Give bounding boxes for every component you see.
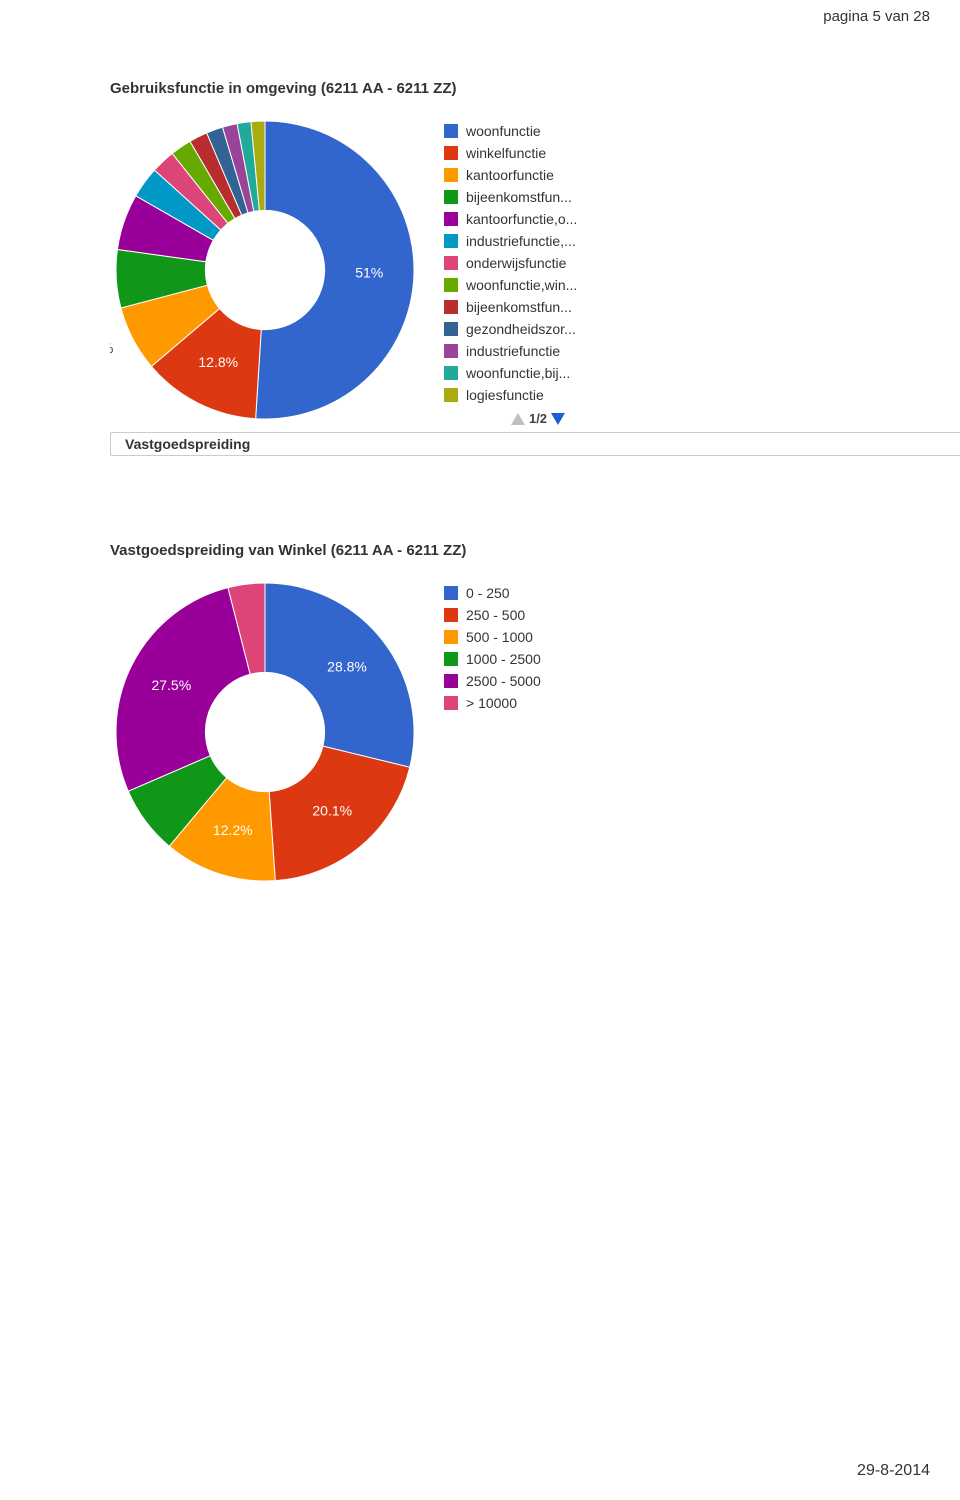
chart1-title: Gebruiksfunctie in omgeving (6211 AA - 6… [110, 80, 930, 97]
section-divider: Vastgoedspreiding 1/2 [110, 432, 960, 456]
legend-item: 2500 - 5000 [444, 673, 541, 689]
nav-next-icon[interactable] [551, 413, 565, 425]
page-header: pagina 5 van 28 [823, 8, 930, 25]
donut-slice-label: 51% [355, 264, 383, 280]
legend-item: kantoorfunctie,o... [444, 211, 577, 227]
donut-slice-label: 27.5% [151, 677, 191, 693]
legend-swatch [444, 322, 458, 336]
legend-label: industriefunctie,... [466, 233, 576, 249]
page-footer-date: 29-8-2014 [857, 1462, 930, 1480]
legend-label: 250 - 500 [466, 607, 525, 623]
legend-swatch [444, 300, 458, 314]
legend-label: 2500 - 5000 [466, 673, 541, 689]
legend-swatch [444, 146, 458, 160]
legend-item: 250 - 500 [444, 607, 541, 623]
legend-swatch [444, 696, 458, 710]
legend-swatch [444, 674, 458, 688]
donut-slice-label: 12.8% [198, 354, 238, 370]
legend-swatch [444, 278, 458, 292]
section-divider-label: Vastgoedspreiding [125, 436, 250, 452]
legend-item: 500 - 1000 [444, 629, 541, 645]
legend-label: > 10000 [466, 695, 517, 711]
legend-label: gezondheidszor... [466, 321, 576, 337]
legend-swatch [444, 124, 458, 138]
chart2-section: Vastgoedspreiding van Winkel (6211 AA - … [110, 542, 930, 892]
legend-swatch [444, 344, 458, 358]
legend-label: winkelfunctie [466, 145, 546, 161]
legend-item: > 10000 [444, 695, 541, 711]
donut-slice-label: 7.1% [110, 340, 113, 356]
legend-swatch [444, 168, 458, 182]
legend-item: kantoorfunctie [444, 167, 577, 183]
legend-swatch [444, 652, 458, 666]
legend-label: kantoorfunctie [466, 167, 554, 183]
legend-swatch [444, 256, 458, 270]
legend-item: 1000 - 2500 [444, 651, 541, 667]
legend-label: logiesfunctie [466, 387, 544, 403]
legend-label: bijeenkomstfun... [466, 299, 572, 315]
legend-label: kantoorfunctie,o... [466, 211, 577, 227]
legend-swatch [444, 190, 458, 204]
legend-item: gezondheidszor... [444, 321, 577, 337]
donut-slice [256, 121, 414, 419]
donut-slice-label: 28.8% [327, 659, 367, 675]
legend-item: bijeenkomstfun... [444, 189, 577, 205]
legend-item: woonfunctie,win... [444, 277, 577, 293]
legend-swatch [444, 366, 458, 380]
chart2-canvas: 28.8% 20.1% 12.2% 27.5% [110, 577, 420, 892]
section-nav: Vastgoedspreiding 1/2 [110, 432, 940, 452]
legend-item: woonfunctie,bij... [444, 365, 577, 381]
legend-item: onderwijsfunctie [444, 255, 577, 271]
chart1-legend: woonfunctie winkelfunctie kantoorfunctie bi… [444, 123, 577, 409]
donut-slice-label: 20.1% [312, 803, 352, 819]
legend-label: 500 - 1000 [466, 629, 533, 645]
legend-label: 1000 - 2500 [466, 651, 541, 667]
legend-item: woonfunctie [444, 123, 577, 139]
legend-item: industriefunctie,... [444, 233, 577, 249]
legend-label: onderwijsfunctie [466, 255, 566, 271]
nav-page-indicator: 1/2 [529, 411, 547, 426]
chart2-title: Vastgoedspreiding van Winkel (6211 AA - … [110, 542, 930, 559]
chart2-legend: 0 - 250 250 - 500 500 - 1000 1000 - 2500 250… [444, 585, 541, 717]
legend-item: bijeenkomstfun... [444, 299, 577, 315]
legend-label: woonfunctie,bij... [466, 365, 570, 381]
legend-item: 0 - 250 [444, 585, 541, 601]
chart1-section: Gebruiksfunctie in omgeving (6211 AA - 6… [110, 80, 930, 430]
donut-slice-label: 12.2% [213, 822, 253, 838]
legend-swatch [444, 388, 458, 402]
legend-label: woonfunctie,win... [466, 277, 577, 293]
nav-prev-icon[interactable] [511, 413, 525, 425]
legend-item: logiesfunctie [444, 387, 577, 403]
legend-label: industriefunctie [466, 343, 560, 359]
legend-item: winkelfunctie [444, 145, 577, 161]
legend-swatch [444, 212, 458, 226]
legend-swatch [444, 630, 458, 644]
chart1-canvas: 51%12.8%7.1%6.3%6.1% [110, 115, 420, 430]
legend-swatch [444, 586, 458, 600]
legend-item: industriefunctie [444, 343, 577, 359]
legend-label: woonfunctie [466, 123, 541, 139]
donut-slice [265, 583, 414, 767]
legend-label: 0 - 250 [466, 585, 510, 601]
legend-label: bijeenkomstfun... [466, 189, 572, 205]
legend-swatch [444, 234, 458, 248]
legend-swatch [444, 608, 458, 622]
